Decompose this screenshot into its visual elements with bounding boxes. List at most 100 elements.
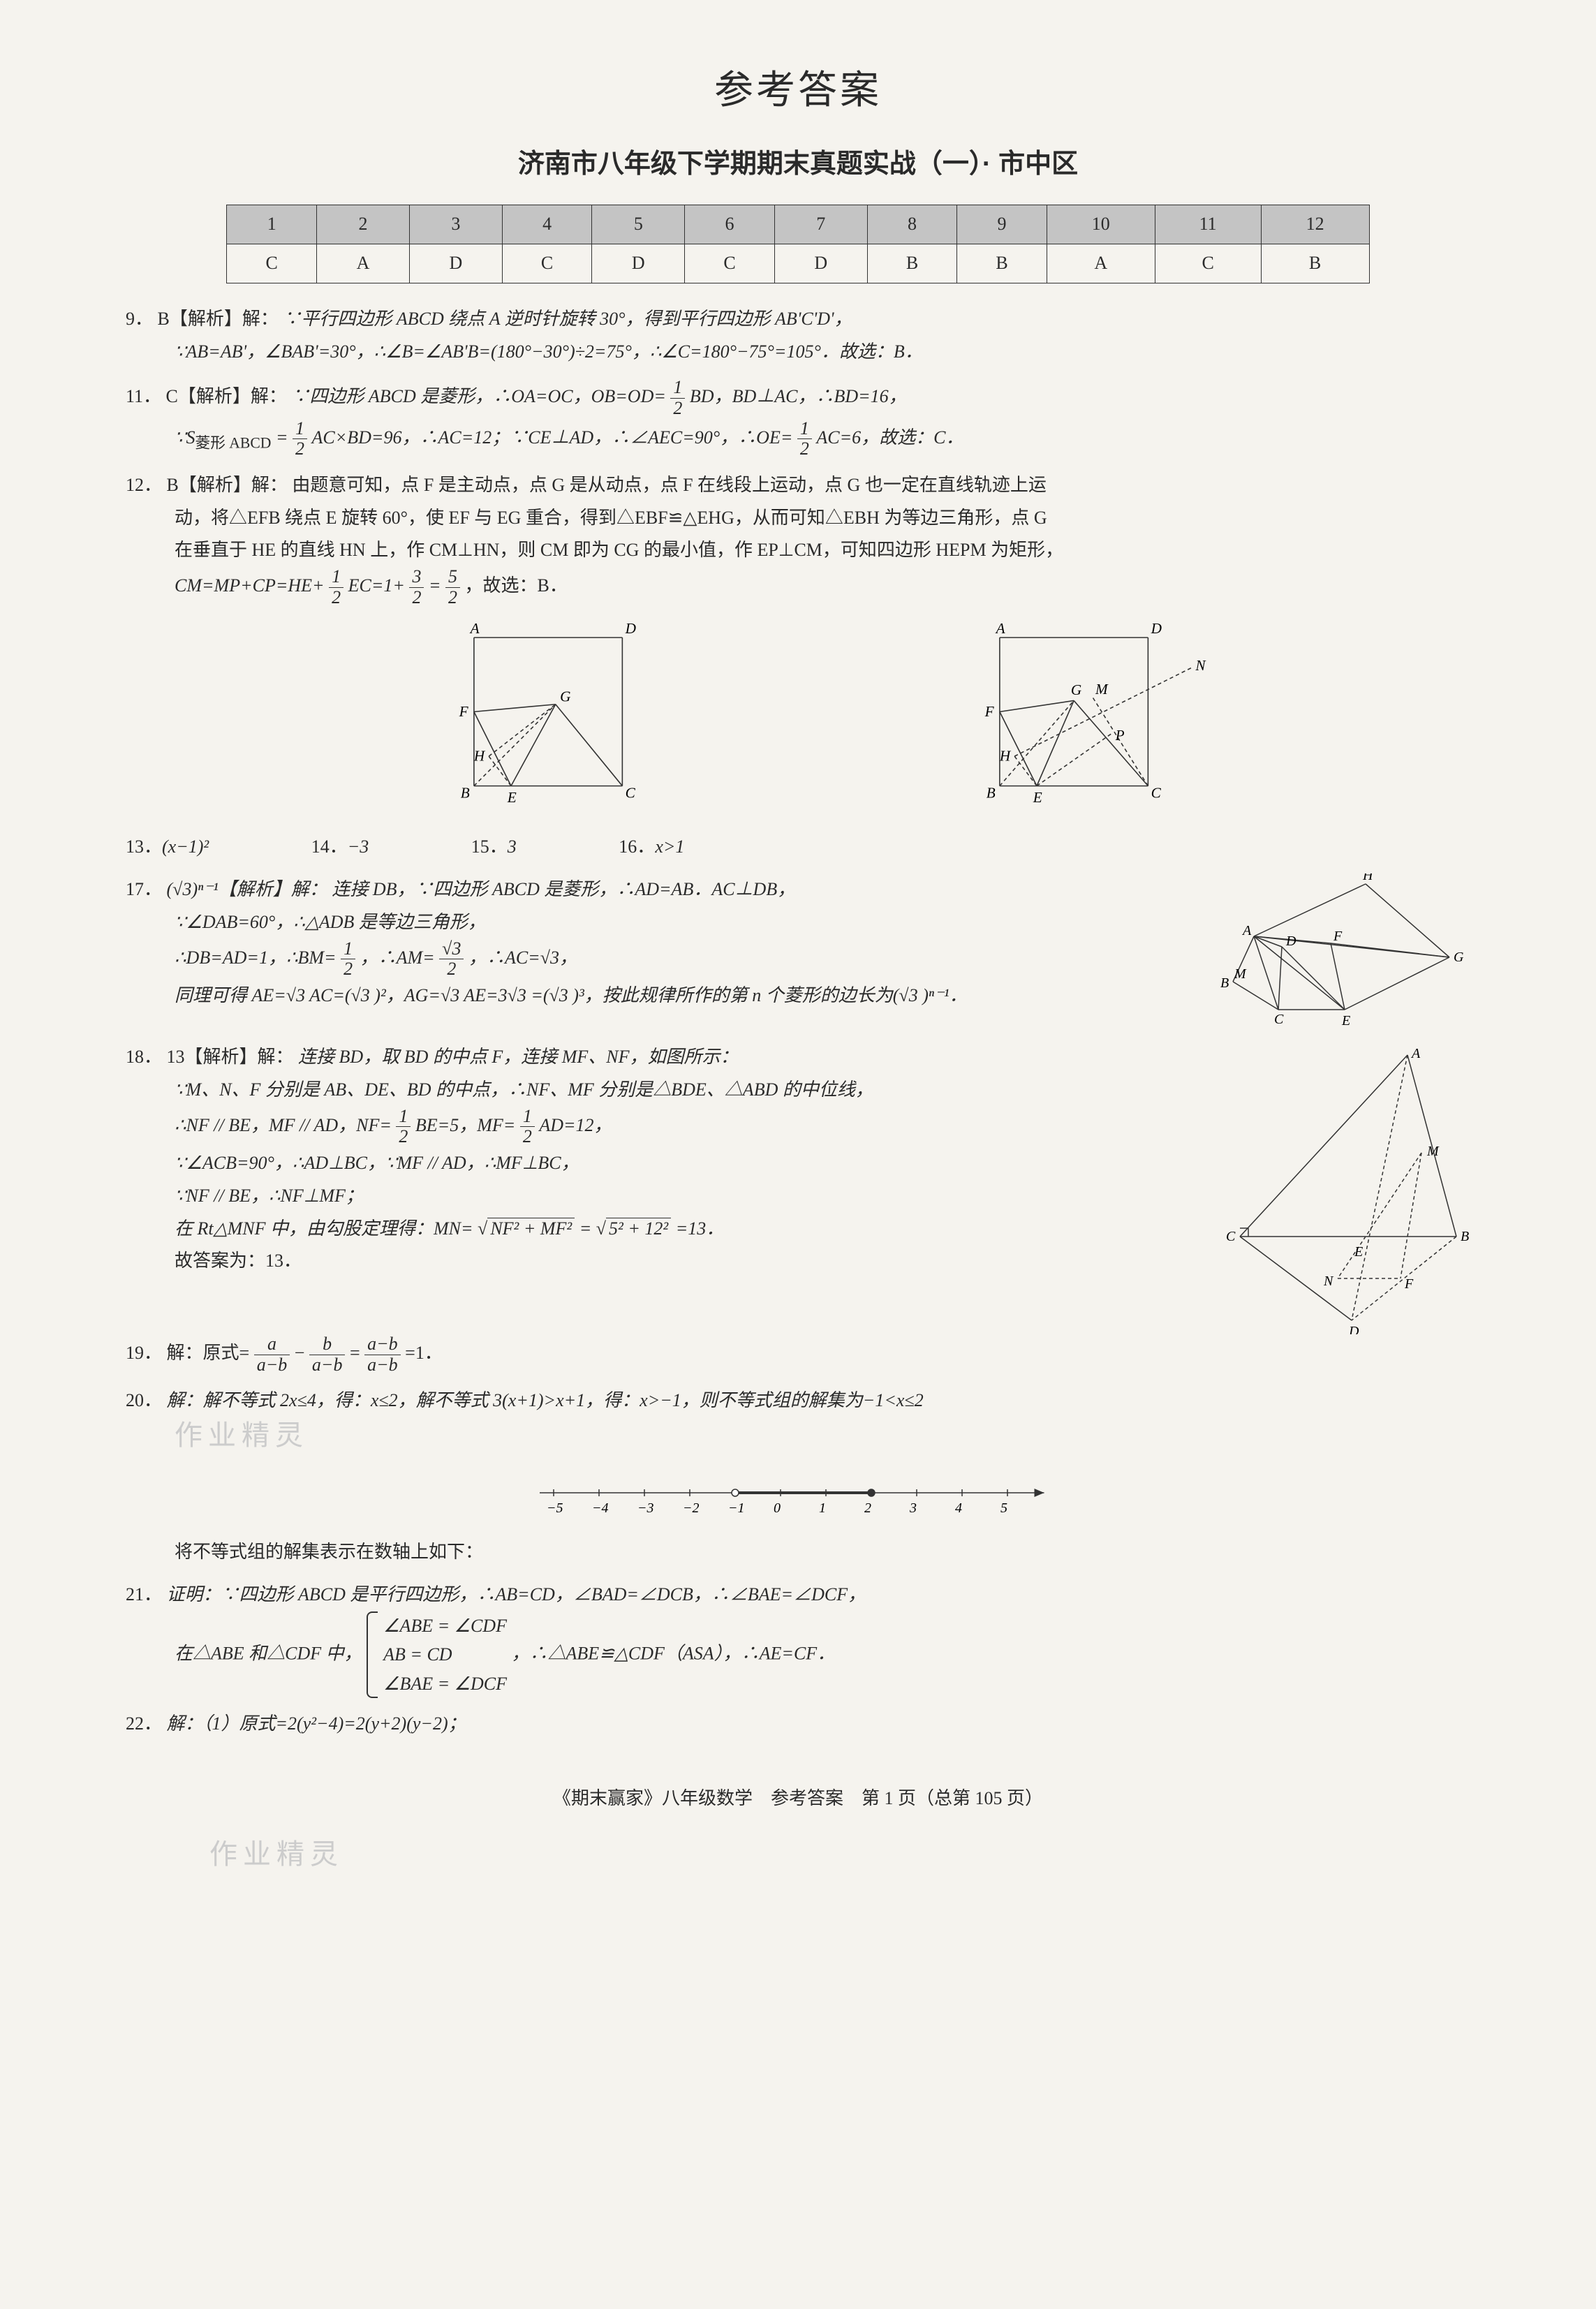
brace-line2: AB = CD — [383, 1640, 507, 1669]
q18-prefix: 13【解析】解： — [167, 1047, 294, 1067]
page-subtitle: 济南市八年级下学期期末真题实战（一）· 市中区 — [126, 140, 1470, 188]
diagram-17: ABCDEFGHM — [1163, 873, 1470, 1041]
question-18: 18． 13【解析】解： 连接 BD，取 BD 的中点 F，连接 MF、NF，如… — [126, 1041, 1470, 1278]
q11-sub: 菱形 ABCD — [195, 434, 272, 451]
table-cell: C — [227, 244, 317, 283]
fraction: 32 — [409, 567, 424, 607]
q18-l3c: AD=12， — [539, 1115, 612, 1135]
watermark: 作业精灵 — [175, 1410, 1470, 1461]
q18-l6b: = — [579, 1218, 592, 1239]
svg-text:1: 1 — [819, 1500, 826, 1516]
table-header: 9 — [957, 205, 1047, 244]
q17-l3b: ，∴AM= — [360, 947, 435, 968]
table-header: 11 — [1155, 205, 1261, 244]
q9-prefix: B【解析】解： — [158, 309, 279, 329]
svg-text:A: A — [1410, 1046, 1421, 1061]
svg-text:F: F — [1333, 929, 1343, 944]
question-19: 19． 解：原式= aa−b − ba−b = a−ba−b =1． — [126, 1334, 1470, 1375]
fraction: aa−b — [254, 1334, 290, 1375]
svg-text:G: G — [1070, 681, 1081, 698]
sqrt-expr: √5² + 12² — [596, 1218, 671, 1239]
fraction: √32 — [439, 939, 464, 980]
q11-l2c: AC×BD=96，∴AC=12；∵CE⊥AD，∴∠AEC=90°，∴OE= — [312, 427, 793, 448]
question-21: 21． 证明：∵四边形 ABCD 是平行四边形，∴AB=CD，∠BAD=∠DCB… — [126, 1579, 1470, 1699]
svg-text:M: M — [1094, 681, 1108, 698]
q18-l3b: BE=5，MF= — [415, 1115, 515, 1135]
q17-l1: 连接 DB，∵四边形 ABCD 是菱形，∴AD=AB．AC⊥DB， — [332, 879, 795, 899]
brace-line3: ∠BAE = ∠DCF — [383, 1669, 507, 1699]
q19-ld: =1． — [405, 1343, 443, 1363]
svg-text:E: E — [506, 789, 516, 806]
svg-text:B: B — [1461, 1229, 1469, 1244]
q11-l1b: BD，BD⊥AC，∴BD=16， — [690, 386, 907, 406]
fraction: 12 — [670, 378, 685, 418]
table-header: 7 — [774, 205, 867, 244]
fraction: 12 — [293, 419, 307, 459]
svg-text:A: A — [468, 621, 480, 637]
svg-text:D: D — [1348, 1324, 1359, 1334]
q9-line2: ∵AB=AB'，∠BAB'=30°，∴∠B=∠AB'B=(180°−30°)÷2… — [175, 336, 1470, 369]
svg-text:P: P — [1114, 727, 1124, 744]
table-header: 4 — [502, 205, 592, 244]
page-footer: 《期末赢家》八年级数学 参考答案 第 1 页（总第 105 页） — [126, 1783, 1470, 1815]
table-header: 1 — [227, 205, 317, 244]
q11-l2a: ∵S — [175, 427, 195, 448]
questions-13-16: 13．(x−1)² 14．−3 15．3 16．x>1 — [126, 831, 1470, 864]
q12-num: 12． — [126, 475, 162, 495]
fraction: 52 — [445, 567, 460, 607]
diagram-18: ABCDMENF — [1219, 1041, 1470, 1334]
q12-l4d: ，故选：B． — [464, 575, 567, 596]
svg-text:M: M — [1234, 966, 1247, 982]
q18-l6c: =13． — [676, 1218, 725, 1239]
question-12: 12． B【解析】解： 由题意可知，点 F 是主动点，点 G 是从动点，点 F … — [126, 469, 1470, 608]
fraction: 12 — [329, 567, 343, 607]
q12-l4b: EC=1+ — [348, 575, 405, 596]
table-cell: B — [957, 244, 1047, 283]
table-cell: B — [867, 244, 957, 283]
table-cell: D — [409, 244, 502, 283]
table-cell: D — [774, 244, 867, 283]
svg-text:D: D — [1285, 934, 1296, 949]
q20-num: 20． — [126, 1390, 162, 1410]
svg-text:C: C — [1226, 1229, 1236, 1244]
q14-num: 14． — [311, 836, 348, 857]
answer-table: 123456789101112 CADCDCDBBACB — [226, 205, 1369, 283]
svg-text:H: H — [998, 748, 1011, 765]
svg-text:−3: −3 — [637, 1500, 654, 1516]
question-20: 20． 解：解不等式 2x≤4，得：x≤2，解不等式 3(x+1)>x+1，得：… — [126, 1385, 1470, 1569]
svg-text:C: C — [1274, 1012, 1284, 1027]
q19-num: 19． — [126, 1343, 162, 1363]
q14-ans: −3 — [348, 836, 369, 857]
fraction: 12 — [396, 1107, 411, 1147]
table-cell: C — [502, 244, 592, 283]
q13-num: 13． — [126, 836, 162, 857]
svg-text:F: F — [458, 703, 468, 720]
q19-lc: = — [350, 1343, 360, 1363]
q21-l2a: 在△ABE 和△CDF 中， — [175, 1643, 362, 1663]
table-header: 8 — [867, 205, 957, 244]
svg-text:B: B — [986, 785, 995, 802]
q21-num: 21． — [126, 1584, 162, 1605]
q18-num: 18． — [126, 1047, 162, 1067]
q18-l6a: 在 Rt△MNF 中，由勾股定理得：MN= — [175, 1218, 473, 1239]
svg-text:3: 3 — [909, 1500, 917, 1516]
q21-l2b: ，∴△ABE≌△CDF（ASA），∴AE=CF． — [511, 1643, 835, 1663]
table-header: 6 — [685, 205, 775, 244]
diagram-12b: ADBCEFGHMNP — [977, 621, 1215, 817]
q9-line1: ∵平行四边形 ABCD 绕点 A 逆时针旋转 30°，得到平行四边形 AB'C'… — [283, 309, 852, 329]
brace-line1: ∠ABE = ∠CDF — [383, 1611, 507, 1641]
q21-l1: 证明：∵四边形 ABCD 是平行四边形，∴AB=CD，∠BAD=∠DCB，∴∠B… — [167, 1584, 866, 1605]
question-11: 11． C【解析】解： ∵四边形 ABCD 是菱形，∴OA=OC，OB=OD= … — [126, 378, 1470, 459]
svg-text:C: C — [625, 785, 635, 802]
q13-ans: (x−1)² — [162, 836, 209, 857]
q22-l1: 解：（1）原式=2(y²−4)=2(y+2)(y−2)； — [167, 1713, 466, 1734]
fraction: ba−b — [309, 1334, 346, 1375]
svg-text:F: F — [1404, 1276, 1414, 1292]
fraction: 12 — [520, 1107, 535, 1147]
table-header: 10 — [1047, 205, 1155, 244]
svg-text:E: E — [1341, 1013, 1350, 1028]
q20-l1: 解：解不等式 2x≤4，得：x≤2，解不等式 3(x+1)>x+1，得：x>−1… — [167, 1390, 924, 1410]
svg-text:F: F — [984, 703, 994, 720]
q11-prefix: C【解析】解： — [166, 386, 287, 406]
svg-text:H: H — [1362, 873, 1374, 883]
